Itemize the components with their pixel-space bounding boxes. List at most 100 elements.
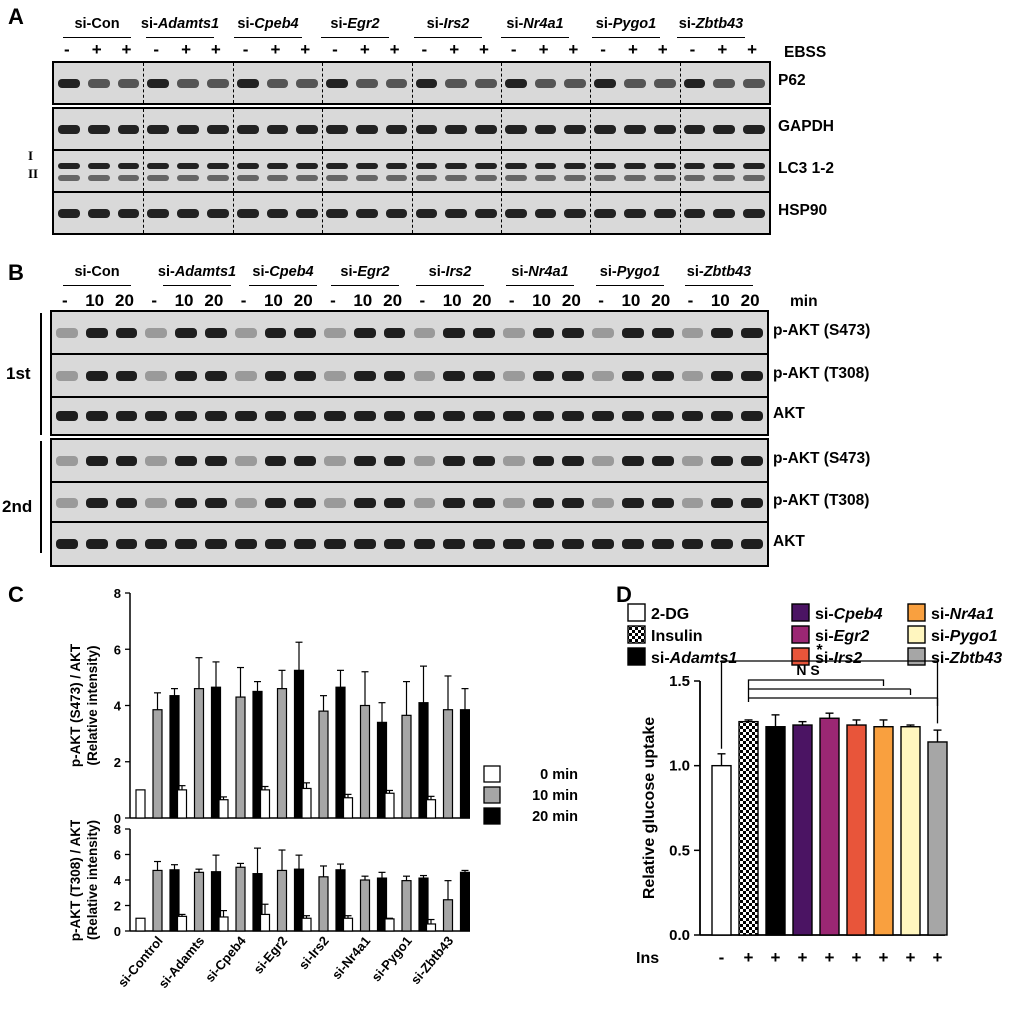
protein-band [504, 78, 527, 88]
group-underline [596, 285, 664, 286]
protein-band [145, 328, 168, 338]
lane-time-label: 20 [561, 291, 581, 310]
protein-band [234, 411, 257, 421]
group-label-gene: Nr4a1 [523, 16, 564, 32]
x-tick-label: si-Cpeb4 [202, 933, 249, 985]
protein-band [56, 498, 78, 508]
protein-band [413, 456, 436, 466]
protein-band [145, 411, 168, 421]
lane-divider [322, 193, 324, 233]
blot-strip [50, 521, 769, 567]
group-underline [163, 285, 231, 286]
protein-band [206, 175, 229, 181]
protein-band [473, 456, 495, 466]
protein-band [594, 208, 617, 218]
legend-label-prefix: si- [931, 606, 950, 623]
legend-label-prefix: Insulin [651, 628, 703, 645]
legend-swatch [483, 765, 501, 783]
legend-swatch [907, 647, 926, 666]
lane-divider [143, 151, 145, 191]
group-underline [414, 37, 482, 38]
legend-label-prefix: si- [815, 606, 834, 623]
protein-band [622, 411, 644, 421]
protein-band [117, 124, 140, 134]
group-label-gene: Pygo1 [616, 264, 661, 280]
protein-band [234, 328, 257, 338]
legend-label-prefix: si- [815, 628, 834, 645]
lane-treatment-symbol: + [210, 40, 221, 59]
protein-band [326, 163, 348, 169]
bar-10-min [193, 871, 205, 932]
protein-band [234, 371, 257, 381]
group-label-gene: Egr2 [357, 264, 390, 280]
protein-band [445, 124, 468, 134]
protein-band [502, 328, 525, 338]
ns-label: N S [796, 662, 819, 678]
blot-strip [50, 353, 769, 399]
group-label-gene: Egr2 [347, 16, 380, 32]
protein-band [564, 175, 587, 181]
protein-band [234, 498, 257, 508]
protein-band [683, 175, 706, 181]
protein-band [385, 175, 408, 181]
protein-band [175, 328, 197, 338]
protein-band [711, 498, 734, 508]
group-label-prefix: si- [426, 16, 444, 32]
protein-band [413, 371, 436, 381]
lane-treatment-symbol: + [717, 40, 728, 59]
lane-time-label: 10 [263, 291, 283, 310]
lane-treatment-symbol: + [657, 40, 668, 59]
group-underline [331, 285, 399, 286]
protein-band [653, 124, 676, 134]
lane-time-label: 10 [353, 291, 373, 310]
protein-band [445, 78, 468, 88]
protein-band [355, 175, 378, 181]
protein-band [324, 498, 346, 508]
bar-10-min [235, 696, 246, 819]
lane-treatment-symbol: - [600, 40, 606, 59]
protein-band [622, 539, 644, 549]
protein-band [443, 498, 466, 508]
legend-label-gene: Nr4a1 [950, 606, 995, 623]
blot-b-group-label: si-Nr4a1 [480, 264, 600, 280]
lc3-band-i-label: I [28, 148, 34, 163]
glucose-bar [819, 717, 840, 936]
lane-divider [500, 151, 502, 191]
bar-0-min [425, 799, 437, 819]
group-label-gene: Irs2 [445, 264, 472, 280]
protein-band [562, 498, 585, 508]
y-tick-label: 1.5 [669, 673, 690, 690]
protein-band [532, 411, 555, 421]
y-tick-label: 8 [114, 586, 121, 601]
protein-band [294, 456, 317, 466]
group-underline [234, 37, 302, 38]
protein-band [264, 411, 287, 421]
lane-divider [411, 109, 413, 149]
protein-band [264, 328, 287, 338]
protein-band [175, 456, 197, 466]
protein-band [651, 411, 674, 421]
group-label-prefix: si- [506, 16, 524, 32]
protein-band [117, 175, 140, 181]
y-tick-label: 1.0 [669, 758, 690, 775]
protein-band [204, 328, 227, 338]
protein-band [355, 208, 378, 218]
significance-bracket [720, 660, 939, 749]
protein-band [266, 163, 289, 169]
protein-band [175, 498, 197, 508]
protein-band [264, 539, 287, 549]
group-label-gene: Nr4a1 [528, 264, 569, 280]
protein-band [56, 371, 78, 381]
protein-band [415, 163, 438, 169]
protein-band [592, 498, 615, 508]
lane-divider [500, 109, 502, 149]
protein-band [653, 208, 676, 218]
lane-divider [411, 193, 413, 233]
protein-band [624, 163, 646, 169]
lane-divider [679, 63, 681, 103]
protein-band [713, 175, 736, 181]
blot-strip [52, 61, 771, 105]
protein-band [443, 411, 466, 421]
group-underline [501, 37, 569, 38]
protein-band [415, 124, 438, 134]
